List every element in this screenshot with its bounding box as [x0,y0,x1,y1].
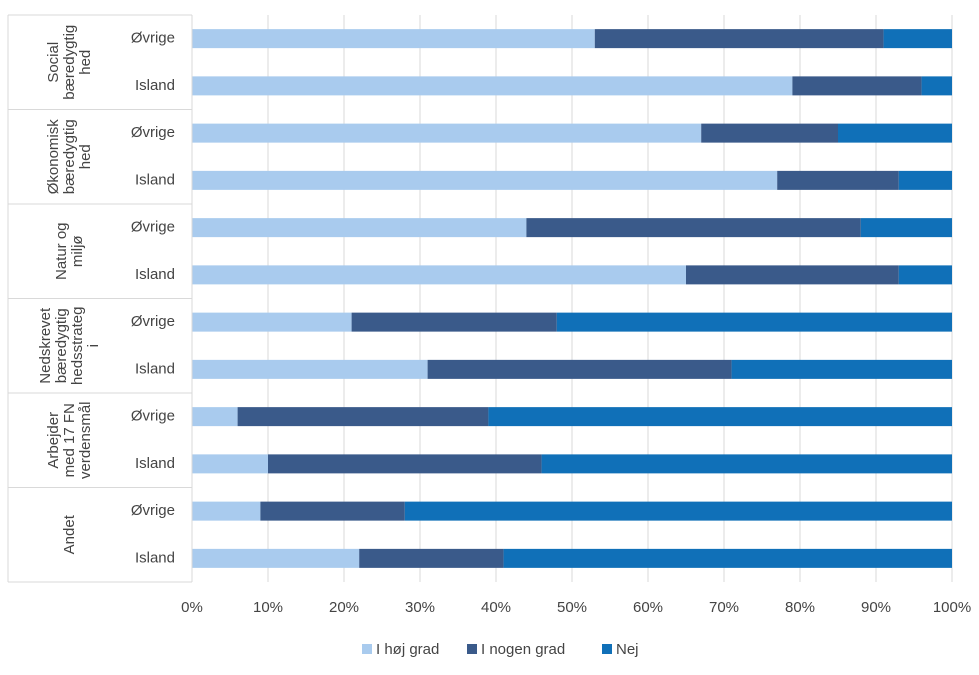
bar-segment [594,29,884,49]
category-label: Island [135,549,175,566]
bar-segment [686,265,899,285]
x-tick-label: 80% [785,599,815,616]
bar-segment [192,548,360,568]
legend-swatch [467,644,477,654]
category-label: Øvrige [131,219,175,236]
group-label-line: bæredygtig [53,308,70,383]
bar-segment [921,76,952,96]
bar-segment [192,170,778,190]
bar-segment [192,123,702,143]
group-label-line: Social [45,42,62,83]
bar-segment [792,76,922,96]
group-label-line: Natur og [53,222,70,280]
bar-segment [488,407,952,427]
category-label: Øvrige [131,502,175,519]
bar-segment [860,218,952,238]
x-tick-label: 10% [253,599,283,616]
x-tick-label: 90% [861,599,891,616]
category-label: Island [135,77,175,94]
group-label: Natur ogmiljø [53,222,86,280]
legend-label: I nogen grad [481,641,565,658]
bar-segment [503,548,952,568]
group-label-line: bæredygtig [61,119,78,194]
category-label: Island [135,455,175,472]
bar-segment [260,501,405,521]
legend-swatch [362,644,372,654]
group-label-line: Økonomisk [45,119,62,195]
x-tick-label: 50% [557,599,587,616]
bar-segment [731,359,952,379]
legend-label: I høj grad [376,641,439,658]
bar-segment [838,123,952,143]
bar-segment [192,359,428,379]
bar-segment [192,265,686,285]
bar-segment [556,312,952,332]
x-tick-label: 0% [181,599,203,616]
bar-segment [541,454,952,474]
bar-segment [427,359,732,379]
category-label: Island [135,360,175,377]
group-label-line: bæredygtig [61,25,78,100]
group-label: Socialbæredygtighed [45,25,94,100]
bar-segment [192,312,352,332]
bar-segment [898,170,952,190]
group-label-line: hed [77,50,94,75]
legend-label: Nej [616,641,639,658]
group-label: Økonomiskbæredygtighed [45,119,94,195]
x-tick-label: 60% [633,599,663,616]
group-label-line: Nedskrevet [37,307,54,384]
bar-segment [268,454,542,474]
group-label-line: hed [77,144,94,169]
bar-segment [359,548,504,568]
bar-segment [192,29,595,49]
x-tick-label: 40% [481,599,511,616]
category-label: Island [135,266,175,283]
bar-segment [192,501,261,521]
group-label-line: hedsstrateg [69,307,86,385]
group-label: Nedskrevetbæredygtighedsstrategi [37,307,102,385]
bar-segment [526,218,861,238]
x-tick-label: 30% [405,599,435,616]
bar-segment [237,407,489,427]
group-label-line: Arbejder [45,412,62,469]
group-label-line: verdensmål [77,401,94,479]
bar-segment [192,407,238,427]
x-tick-label: 100% [933,599,971,616]
group-label-line: Andet [61,514,78,554]
x-tick-label: 70% [709,599,739,616]
bar-segment [192,76,793,96]
x-tick-label: 20% [329,599,359,616]
bar-segment [404,501,952,521]
bar-segment [898,265,952,285]
bar-segment [777,170,899,190]
bar-segment [701,123,838,143]
category-label: Øvrige [131,30,175,47]
group-label-line: med 17 FN [61,403,78,477]
category-label: Øvrige [131,313,175,330]
bar-segment [883,29,952,49]
category-label: Øvrige [131,408,175,425]
group-label-line: i [85,344,102,347]
group-label-line: miljø [69,235,86,267]
group-label: Arbejdermed 17 FNverdensmål [45,401,94,479]
legend-swatch [602,644,612,654]
bar-segment [351,312,557,332]
bar-segment [192,218,527,238]
bar-segment [192,454,268,474]
category-label: Island [135,171,175,188]
category-label: Øvrige [131,124,175,141]
group-label: Andet [61,514,78,554]
